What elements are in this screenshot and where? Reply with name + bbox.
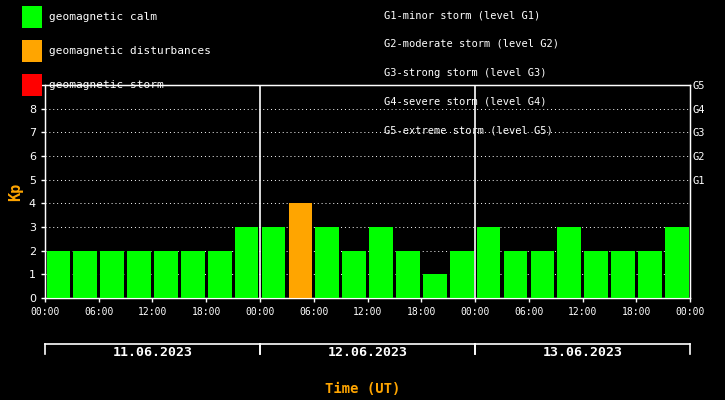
Bar (665, 227, 689, 298)
Bar (73, 251, 97, 298)
Bar (477, 227, 500, 298)
Bar (315, 227, 339, 298)
Bar (611, 251, 635, 298)
Bar (558, 227, 581, 298)
Bar (154, 251, 178, 298)
Text: G5-extreme storm (level G5): G5-extreme storm (level G5) (384, 125, 553, 135)
Text: 12.06.2023: 12.06.2023 (328, 346, 407, 359)
Text: geomagnetic storm: geomagnetic storm (49, 80, 164, 90)
Bar (396, 251, 420, 298)
Text: G1-minor storm (level G1): G1-minor storm (level G1) (384, 10, 541, 20)
Bar (127, 251, 151, 298)
Text: geomagnetic disturbances: geomagnetic disturbances (49, 46, 211, 56)
Bar (369, 227, 393, 298)
Bar (423, 274, 447, 298)
Y-axis label: Kp: Kp (8, 182, 23, 201)
Text: 11.06.2023: 11.06.2023 (112, 346, 193, 359)
Bar (208, 251, 231, 298)
Text: geomagnetic calm: geomagnetic calm (49, 12, 157, 22)
Text: G3-strong storm (level G3): G3-strong storm (level G3) (384, 68, 547, 78)
Bar (584, 251, 608, 298)
Bar (46, 251, 70, 298)
Text: Time (UT): Time (UT) (325, 382, 400, 396)
Bar (181, 251, 204, 298)
Text: 13.06.2023: 13.06.2023 (542, 346, 623, 359)
Bar (638, 251, 662, 298)
Bar (450, 251, 473, 298)
Bar (235, 227, 258, 298)
Bar (531, 251, 554, 298)
Bar (289, 204, 312, 298)
Bar (504, 251, 527, 298)
Bar (342, 251, 366, 298)
Bar (100, 251, 124, 298)
Text: G2-moderate storm (level G2): G2-moderate storm (level G2) (384, 39, 559, 49)
Text: G4-severe storm (level G4): G4-severe storm (level G4) (384, 96, 547, 106)
Bar (262, 227, 286, 298)
